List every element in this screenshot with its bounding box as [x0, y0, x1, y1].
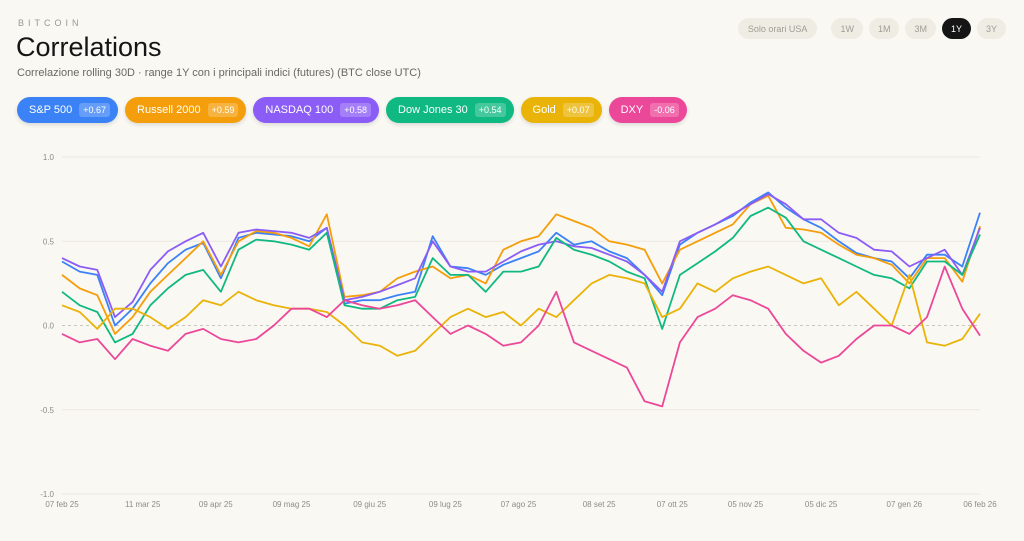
legend-label: Russell 2000 — [137, 104, 201, 116]
page-subtitle: Correlazione rolling 30D · range 1Y con … — [17, 67, 421, 79]
legend-gold[interactable]: Gold +0.07 — [520, 97, 602, 123]
series-line-dow-jones-30 — [61, 206, 981, 344]
correlation-chart[interactable]: 1.0 0.5 0.0 -0.5 -1.007 feb 25 11 mar 25 09 ap… — [0, 140, 1024, 540]
page-title: Correlations — [16, 32, 162, 62]
legend-value: +0.67 — [79, 103, 111, 117]
range-controls: Solo orari USA 1W 1M 3M 1Y 3Y — [737, 18, 1006, 39]
series-line-dxy — [61, 265, 981, 408]
series-line-gold — [61, 265, 981, 357]
legend-russell2000[interactable]: Russell 2000 +0.59 — [125, 97, 247, 123]
range-1y-button[interactable]: 1Y — [941, 18, 971, 39]
range-3m-button[interactable]: 3M — [905, 18, 936, 39]
y-tick-label: 1.0 — [43, 153, 55, 162]
us-hours-toggle[interactable]: Solo orari USA — [737, 18, 818, 39]
x-tick-label: 05 nov 25 — [728, 500, 764, 509]
legend-label: Gold — [532, 104, 556, 116]
x-tick-label: 05 dic 25 — [805, 500, 838, 509]
x-tick-label: 08 set 25 — [583, 500, 616, 509]
legend-value: +0.54 — [474, 103, 506, 117]
legend-value: +0.59 — [207, 103, 239, 117]
legend-value: +0.07 — [562, 103, 594, 117]
legend-value: -0.06 — [650, 103, 679, 117]
x-tick-label: 07 feb 25 — [45, 500, 79, 509]
eyebrow-label: BITCOIN — [18, 18, 83, 28]
y-tick-label: -1.0 — [40, 490, 54, 499]
legend-nasdaq100[interactable]: NASDAQ 100 +0.58 — [253, 97, 380, 123]
x-tick-label: 07 gen 26 — [887, 500, 923, 509]
y-tick-label: -0.5 — [40, 406, 54, 415]
legend-label: S&P 500 — [29, 104, 73, 116]
y-tick-label: 0.0 — [43, 322, 55, 331]
series-legend: S&P 500 +0.67 Russell 2000 +0.59 NASDAQ 10… — [17, 97, 687, 123]
x-tick-label: 07 ott 25 — [657, 500, 689, 509]
range-1m-button[interactable]: 1M — [868, 18, 900, 39]
series-line-nasdaq-100 — [61, 193, 981, 319]
x-tick-label: 11 mar 25 — [125, 500, 161, 509]
x-tick-label: 09 apr 25 — [199, 500, 233, 509]
legend-label: Dow Jones 30 — [398, 104, 468, 116]
legend-dxy[interactable]: DXY -0.06 — [608, 97, 687, 123]
legend-label: NASDAQ 100 — [265, 104, 334, 116]
legend-dowjones30[interactable]: Dow Jones 30 +0.54 — [386, 97, 514, 123]
x-tick-label: 07 ago 25 — [501, 500, 537, 509]
legend-label: DXY — [620, 104, 644, 116]
series-line-russell-2000 — [61, 194, 981, 335]
legend-sp500[interactable]: S&P 500 +0.67 — [17, 97, 119, 123]
legend-value: +0.58 — [340, 103, 372, 117]
x-tick-label: 09 lug 25 — [429, 500, 462, 509]
x-tick-label: 09 giu 25 — [353, 500, 386, 509]
series-line-s-p-500 — [61, 191, 981, 327]
x-tick-label: 06 feb 26 — [963, 500, 997, 509]
y-tick-label: 0.5 — [43, 237, 55, 246]
x-tick-label: 09 mag 25 — [273, 500, 311, 509]
range-1w-button[interactable]: 1W — [831, 18, 863, 39]
range-3y-button[interactable]: 3Y — [976, 18, 1006, 39]
